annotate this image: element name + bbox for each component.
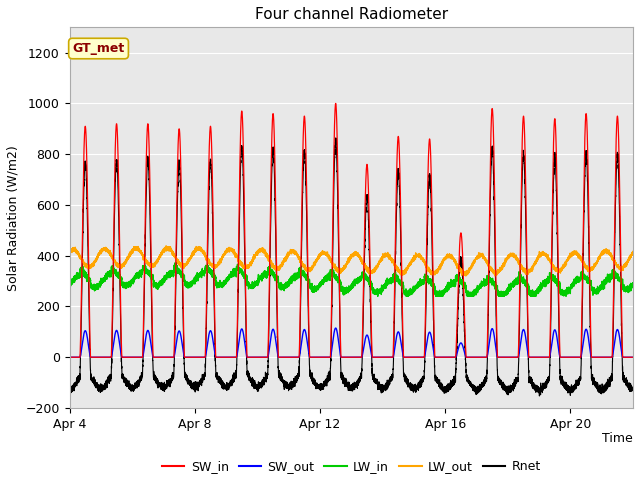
LW_in (531, 291, 539, 297)
LW_out (516, 261, 524, 267)
LW_in (516, 274, 524, 280)
Line: Rnet: Rnet (70, 138, 633, 396)
SW_in (303, 201, 310, 207)
Line: SW_out: SW_out (70, 328, 633, 357)
Y-axis label: Solar Radiation (W/m2): Solar Radiation (W/m2) (7, 145, 20, 290)
LW_out (163, 243, 170, 249)
Rnet (303, 228, 310, 234)
LW_in (629, 283, 637, 288)
LW_out (66, 248, 74, 254)
Rnet (531, 385, 539, 391)
X-axis label: Time: Time (602, 432, 633, 445)
LW_out (511, 252, 518, 258)
Rnet (516, 304, 524, 310)
LW_out (629, 250, 637, 256)
Line: LW_in: LW_in (70, 263, 633, 296)
SW_in (287, 354, 295, 360)
LW_out (287, 247, 295, 252)
Line: LW_out: LW_out (70, 246, 633, 276)
LW_out (489, 268, 497, 274)
LW_out (303, 268, 311, 274)
LW_in (287, 274, 295, 279)
LW_in (66, 281, 74, 287)
SW_out (629, 354, 637, 360)
Title: Four channel Radiometer: Four channel Radiometer (255, 7, 448, 22)
Rnet (332, 135, 340, 141)
Rnet (629, 387, 637, 393)
Rnet (488, 147, 496, 153)
SW_in (66, 354, 74, 360)
Legend: SW_in, SW_out, LW_in, LW_out, Rnet: SW_in, SW_out, LW_in, LW_out, Rnet (157, 455, 546, 478)
Rnet (511, 381, 518, 386)
SW_in (332, 100, 340, 106)
SW_in (488, 107, 496, 112)
SW_out (531, 354, 539, 360)
LW_in (374, 293, 381, 299)
LW_out (531, 261, 539, 267)
SW_out (332, 325, 340, 331)
SW_out (488, 326, 496, 332)
Rnet (536, 393, 543, 399)
Text: GT_met: GT_met (72, 42, 125, 55)
LW_in (303, 275, 311, 281)
SW_out (287, 354, 295, 360)
SW_out (66, 354, 74, 360)
Rnet (287, 378, 295, 384)
SW_in (531, 354, 539, 360)
SW_out (516, 347, 524, 352)
LW_in (171, 260, 179, 266)
SW_in (516, 285, 524, 291)
LW_out (462, 273, 470, 279)
Line: SW_in: SW_in (70, 103, 633, 357)
LW_in (511, 281, 518, 287)
SW_in (629, 354, 637, 360)
SW_out (511, 354, 518, 360)
Rnet (66, 387, 74, 393)
LW_in (489, 278, 497, 284)
SW_out (303, 337, 310, 343)
SW_in (511, 354, 518, 360)
